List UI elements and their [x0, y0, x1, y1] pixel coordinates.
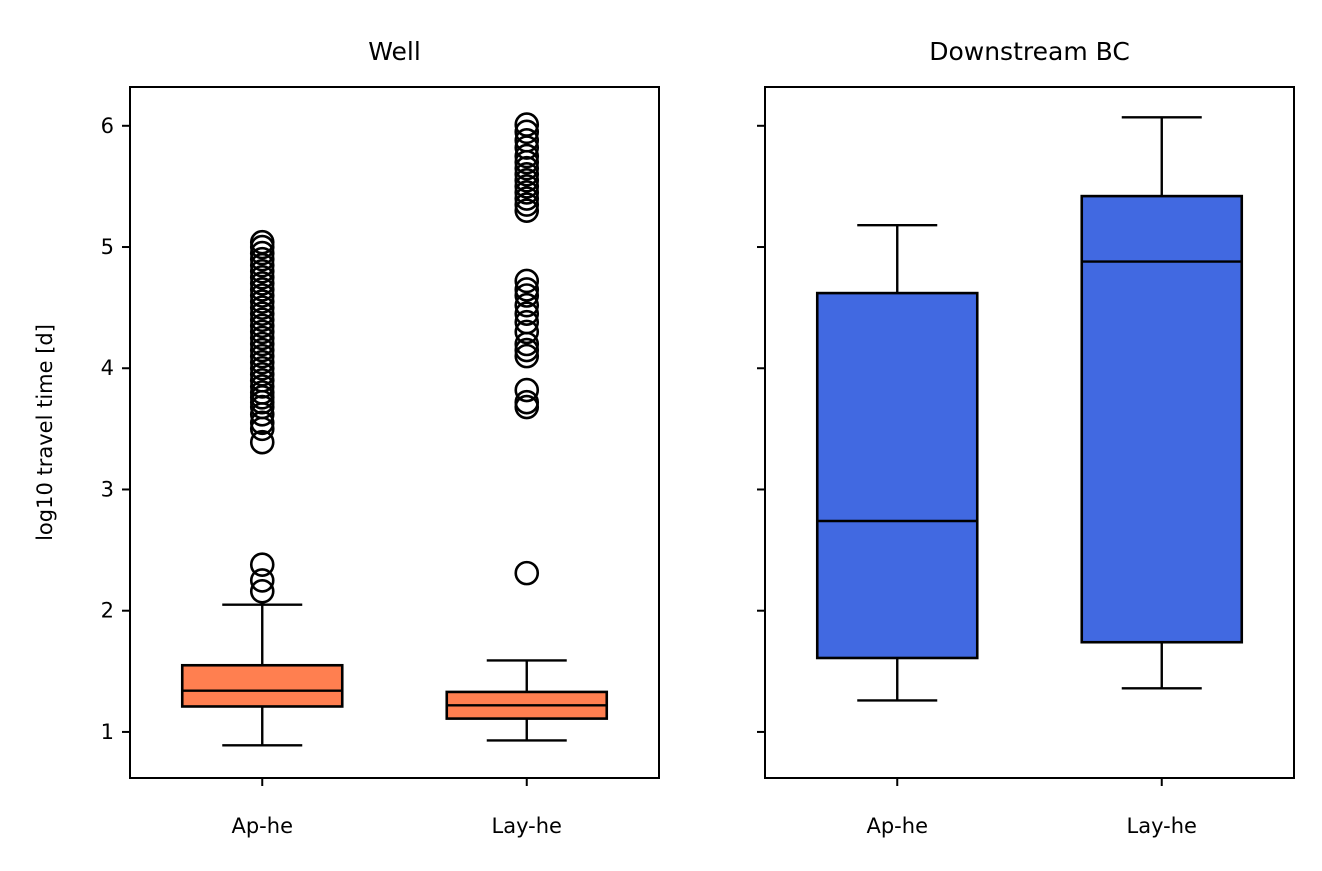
- outlier-point: [514, 168, 540, 193]
- outlier-point: [249, 380, 275, 405]
- outlier-point: [514, 560, 540, 586]
- outlier-point: [249, 271, 275, 296]
- outlier-point: [249, 410, 275, 436]
- outlier-point: [249, 568, 275, 593]
- box-lay-he: [445, 112, 609, 742]
- outlier-point: [514, 309, 540, 335]
- outlier-point: [514, 186, 540, 211]
- outlier-point: [249, 307, 275, 333]
- outlier-point: [249, 301, 275, 326]
- outlier-point: [249, 229, 275, 255]
- outlier-point: [249, 246, 275, 272]
- outlier-point: [514, 343, 540, 369]
- outlier-point: [249, 355, 275, 381]
- outlier-point: [249, 337, 275, 363]
- outlier-point: [514, 161, 540, 187]
- outlier-point: [249, 374, 275, 399]
- outlier-point: [514, 174, 540, 199]
- box-body: [815, 291, 979, 660]
- outlier-point: [249, 325, 275, 351]
- x-tick-label: Lay-he: [1127, 814, 1197, 838]
- y-axis-label: log10 travel time [d]: [33, 324, 57, 541]
- outlier-point: [249, 265, 275, 290]
- outlier-point: [249, 331, 275, 357]
- y-tick-label: 4: [101, 356, 114, 380]
- outlier-point: [514, 192, 540, 217]
- outlier-point: [249, 429, 275, 455]
- panel-well: 1 2 3 4 5 6 Ap-he Lay-he Well log10 travel time […: [33, 37, 660, 838]
- y-tick-label: 3: [101, 477, 114, 501]
- box-ap-he: [815, 223, 979, 702]
- box-ap-he: [180, 229, 344, 747]
- outlier-point: [249, 313, 275, 339]
- outlier-point: [514, 389, 540, 415]
- x-tick-label: Ap-he: [231, 814, 293, 838]
- outlier-point: [514, 198, 540, 223]
- outlier-point: [249, 343, 275, 369]
- outlier-point: [514, 143, 540, 169]
- x-tick-label: Ap-he: [866, 814, 928, 838]
- box-body: [1080, 194, 1244, 644]
- outlier-point: [249, 319, 275, 345]
- outlier-point: [249, 579, 275, 604]
- outlier-point: [514, 301, 540, 326]
- outlier-point: [514, 180, 540, 205]
- outlier-point: [249, 289, 275, 314]
- outlier-point: [249, 368, 275, 393]
- outlier-point: [249, 258, 275, 284]
- outlier-point: [514, 277, 540, 302]
- y-tick-label: 2: [101, 599, 114, 623]
- outlier-point: [249, 283, 275, 308]
- outlier-point: [249, 552, 275, 577]
- box-body: [180, 663, 344, 708]
- panel-downstream-bc: Ap-he Lay-he Downstream BC: [757, 37, 1295, 838]
- outlier-point: [514, 377, 540, 403]
- outlier-point: [514, 268, 540, 294]
- y-tick-label: 6: [101, 114, 114, 138]
- outlier-point: [514, 119, 540, 145]
- outlier-point: [249, 295, 275, 320]
- outlier-point: [249, 277, 275, 302]
- outlier-point: [249, 240, 275, 266]
- axes-frame: [129, 86, 660, 779]
- outlier-point: [514, 292, 540, 318]
- y-tick-label: 1: [101, 720, 114, 744]
- outlier-point: [514, 319, 540, 345]
- y-tick-label: 5: [101, 235, 114, 259]
- outlier-point: [514, 337, 540, 363]
- outlier-point: [249, 349, 275, 375]
- axes-frame: [764, 86, 1295, 779]
- outlier-point: [249, 362, 275, 387]
- outlier-point: [514, 155, 540, 181]
- outlier-point: [514, 283, 540, 308]
- outlier-point: [514, 128, 540, 153]
- chart-title: Well: [368, 37, 421, 66]
- chart-title: Downstream BC: [929, 37, 1130, 66]
- outlier-point: [514, 112, 540, 137]
- x-tick-label: Lay-he: [492, 814, 562, 838]
- box-lay-he: [1080, 116, 1244, 690]
